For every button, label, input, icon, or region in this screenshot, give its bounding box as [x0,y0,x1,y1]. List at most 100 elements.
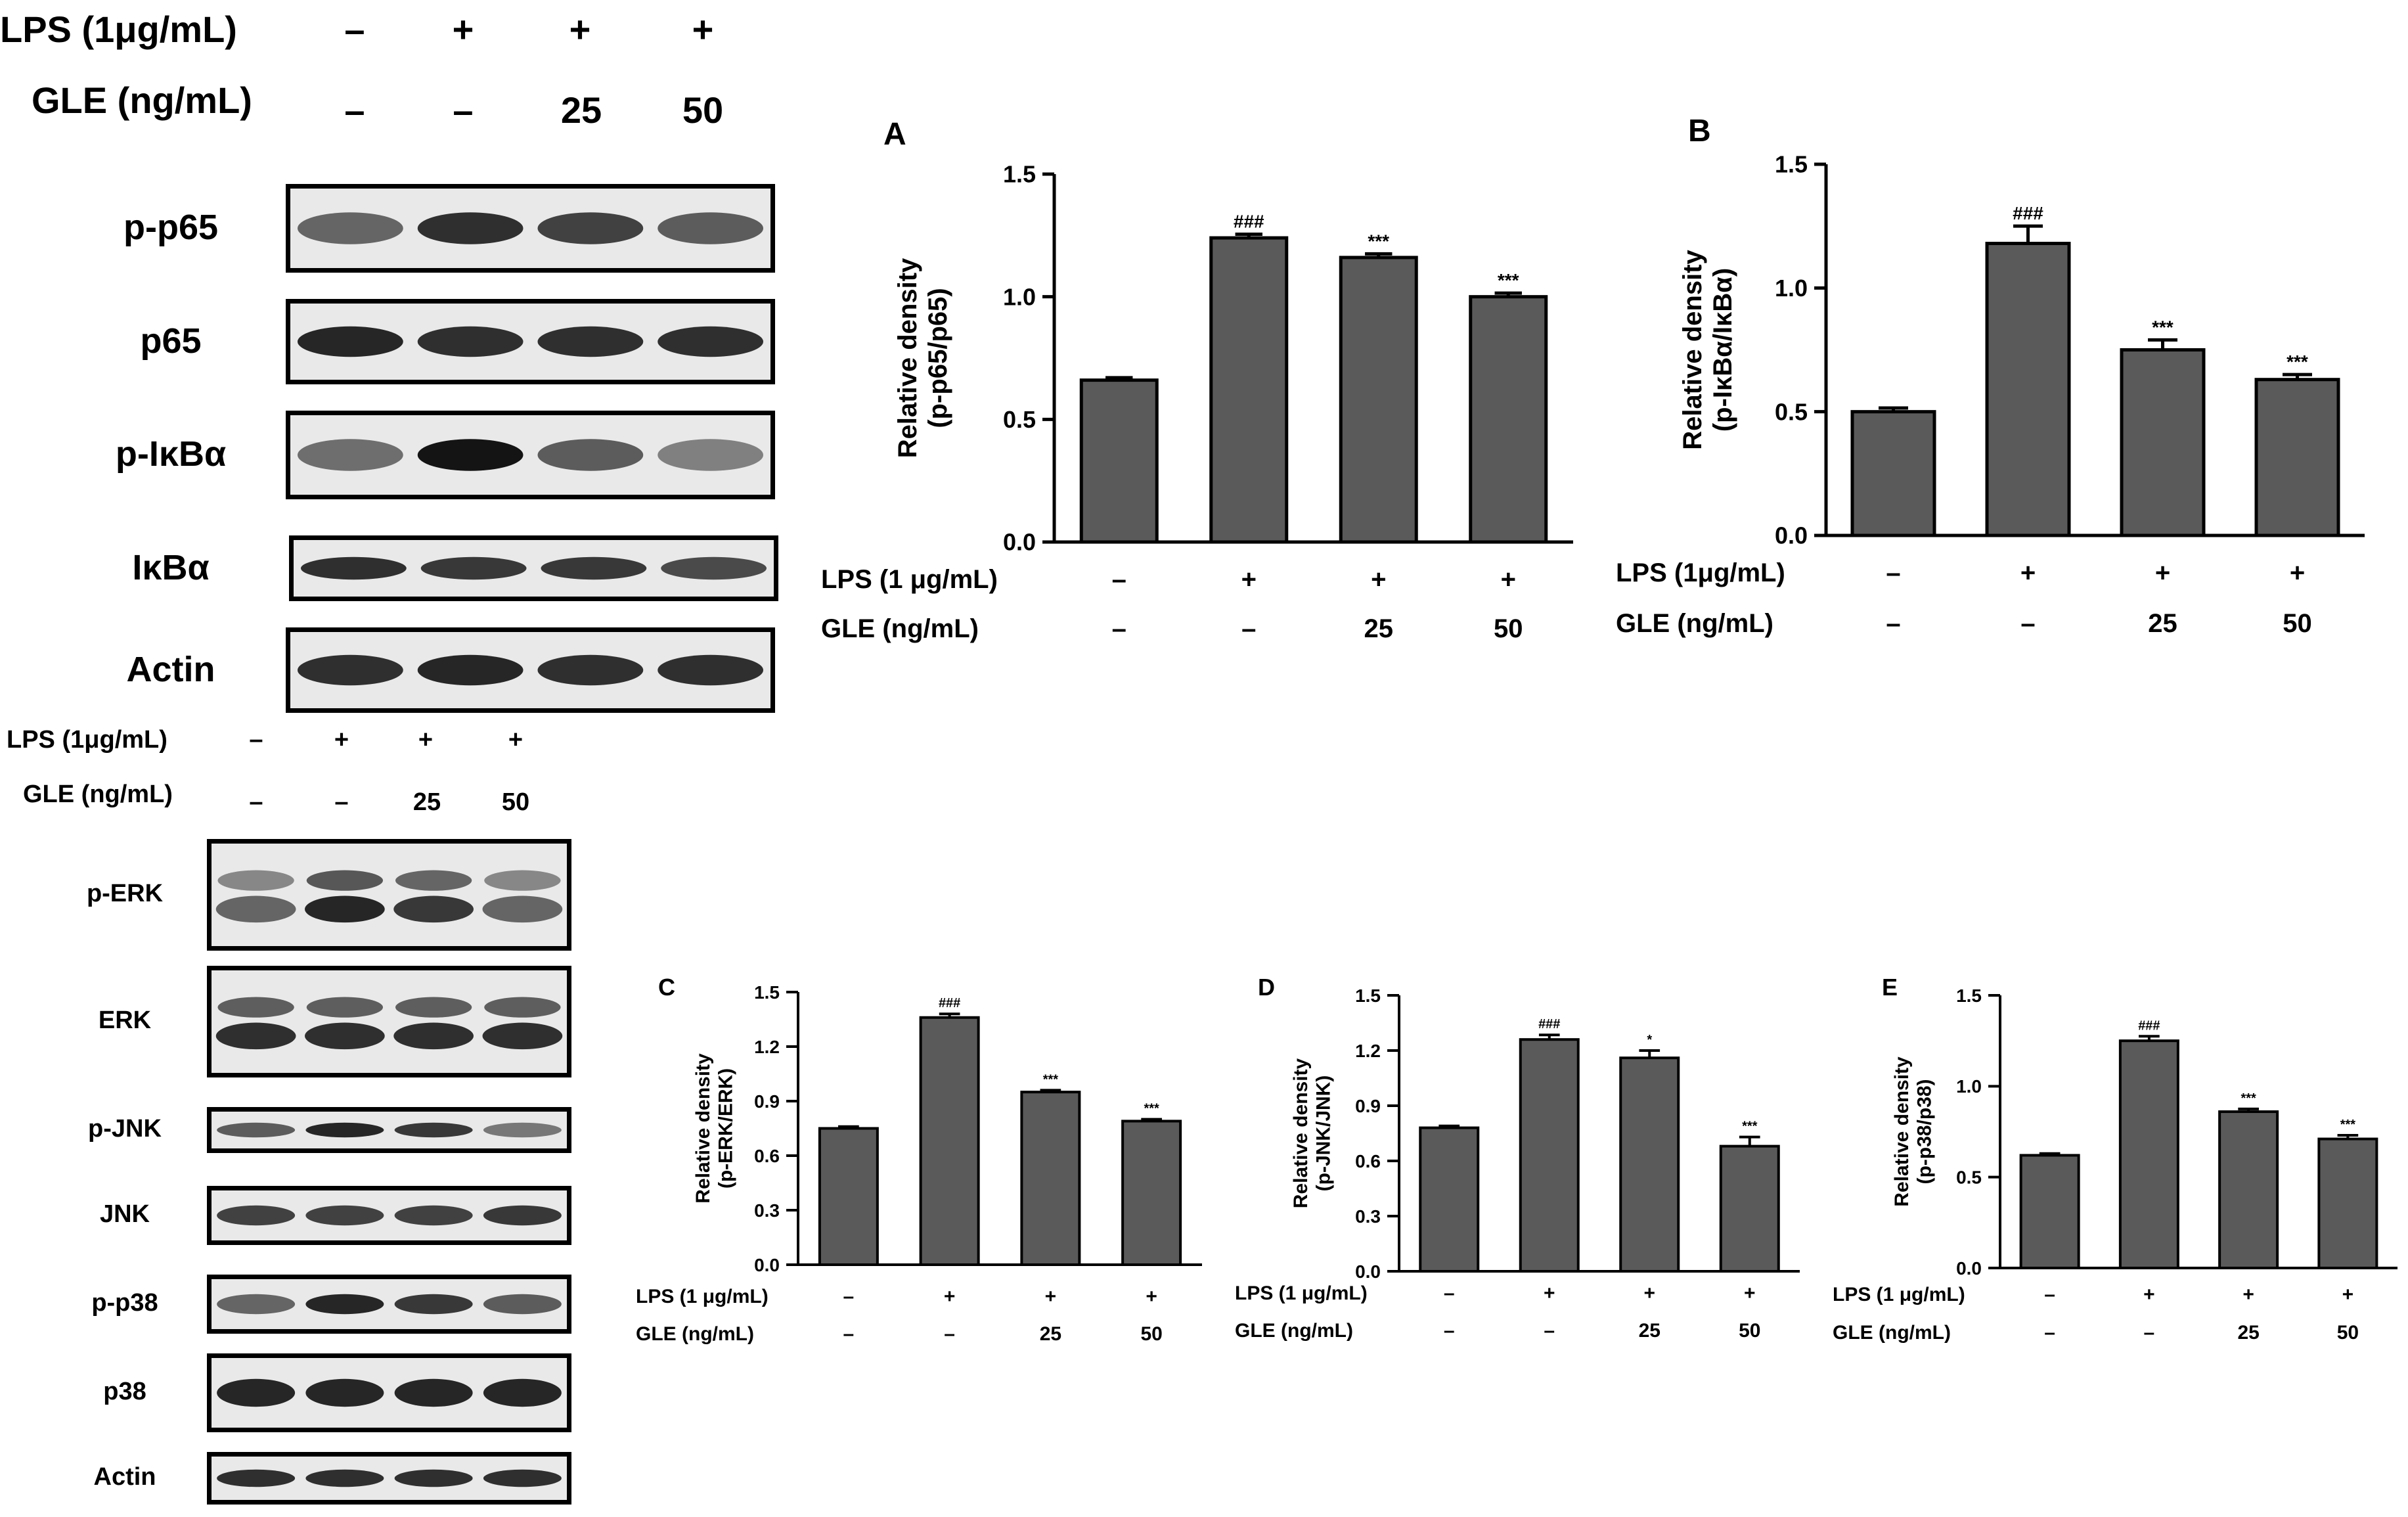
nfkb-lps-cell: – [344,9,365,50]
nfkb-gle-row-label: GLE (ng/mL) [32,79,252,121]
treatment-row-label: LPS (1μg/mL) [1616,558,1785,587]
nfkb-gle-cell: 25 [560,89,602,131]
bar [1850,410,1936,537]
y-tick-label: 1.0 [1775,275,1808,302]
mapk-gle-cell: 50 [501,788,530,816]
treatment-cell: 25 [1639,1320,1661,1342]
bar [1079,378,1159,544]
bar [1469,295,1548,544]
y-tick-label: 0.6 [1355,1151,1381,1171]
treatment-cell: 50 [1140,1323,1162,1345]
blot-band [394,1122,473,1138]
blot-background [212,970,567,1073]
blot-band-label: JNK [99,1200,150,1229]
blot-band [537,212,644,244]
blot-band [297,212,403,244]
blot-band-image [207,839,571,951]
bar [2118,1039,2179,1269]
blot-band-image [207,1452,571,1505]
blot-band-label: p-p38 [91,1289,158,1317]
treatment-cell: – [2044,1284,2055,1305]
treatment-cell: + [1241,565,1257,594]
treatment-cell: – [944,1323,955,1345]
blot-band [297,439,403,471]
nfkb-lps-cell: + [569,9,591,50]
blot-band [537,326,644,357]
blot-band [394,1205,473,1226]
treatment-cell: 25 [2237,1322,2259,1344]
blot-band [395,997,472,1018]
blot-band [393,1022,474,1050]
significance-label: *** [2241,1091,2256,1106]
treatment-cell: + [2155,558,2170,587]
chart-panel-c: C 0.0 0.3 0.6 0.9 1.2 1.5 Relative density(p-ER… [636,974,1202,1345]
blot-band [217,1294,296,1315]
treatment-cell: – [843,1286,855,1307]
y-tick-label: 0.6 [754,1146,780,1166]
blot-band [420,556,527,580]
blot-band [393,895,474,923]
treatment-cell: – [1112,614,1126,643]
panel-letter: C [658,974,675,1001]
treatment-cell: 50 [2283,609,2312,638]
significance-label: *** [1144,1102,1159,1116]
treatment-cell: 50 [1494,614,1523,643]
blot-band [297,326,403,357]
treatment-cell: – [1886,609,1900,638]
treatment-cell: + [2242,1284,2254,1305]
treatment-cell: 25 [1040,1323,1061,1345]
bar [1419,1126,1480,1273]
blot-band-image [207,1186,571,1245]
blot-band [300,556,407,580]
blot-band [483,1205,562,1226]
bar [1339,256,1418,544]
y-tick-label: 0.0 [1355,1261,1381,1282]
significance-label: ### [1234,211,1264,231]
bar [1985,242,2071,537]
blot-band [306,870,384,891]
chart-panel-b: B 0.0 0.5 1.0 1.5 Relative density(p-IκBα/IκB… [1616,114,2365,638]
significance-label: *** [1043,1072,1059,1087]
blot-background [212,844,567,946]
significance-label: ### [1538,1017,1560,1031]
blot-band [658,212,764,244]
blot-band [394,1294,473,1315]
blot-band-image [286,411,775,499]
blot-band [217,1469,296,1487]
y-tick-label: 1.0 [1956,1076,1982,1097]
significance-label: *** [1368,231,1389,251]
treatment-row-label: LPS (1 μg/mL) [1833,1284,1965,1305]
nfkb-lps-cell: + [452,9,474,50]
treatment-cell: 50 [1739,1320,1760,1342]
blot-band [305,1205,384,1226]
bar [1121,1120,1182,1267]
blot-band [482,895,563,923]
treatment-row-label: LPS (1 μg/mL) [821,565,998,594]
blot-band [483,1122,562,1138]
blot-band-image [207,966,571,1077]
y-tick-label: 1.0 [1003,283,1036,310]
treatment-cell: – [2144,1322,2155,1344]
mapk-lps-cell: + [334,726,349,754]
treatment-cell: + [2143,1284,2155,1305]
blot-band [306,997,384,1018]
mapk-gle-cell: 25 [412,788,441,816]
significance-label: *** [1498,270,1519,290]
blot-band [483,1469,562,1487]
mapk-lps-row-label: LPS (1μg/mL) [7,726,167,754]
mapk-lps-cell: + [418,726,434,754]
y-tick-label: 1.5 [1956,985,1982,1006]
blot-band-image [286,184,775,273]
treatment-cell: + [2342,1284,2354,1305]
treatment-cell: + [2020,558,2036,587]
blot-band-image [207,1275,571,1334]
y-tick-label: 1.5 [1355,985,1381,1006]
blot-band [417,654,524,686]
blot-band [658,654,764,686]
y-tick-label: 0.0 [1003,529,1036,556]
y-tick-label: 0.0 [1775,522,1808,549]
treatment-cell: – [1544,1320,1555,1342]
blot-band-image [286,627,775,713]
y-axis-label: Relative density(p-p38/p38) [1891,1056,1936,1207]
bar [919,1016,980,1266]
